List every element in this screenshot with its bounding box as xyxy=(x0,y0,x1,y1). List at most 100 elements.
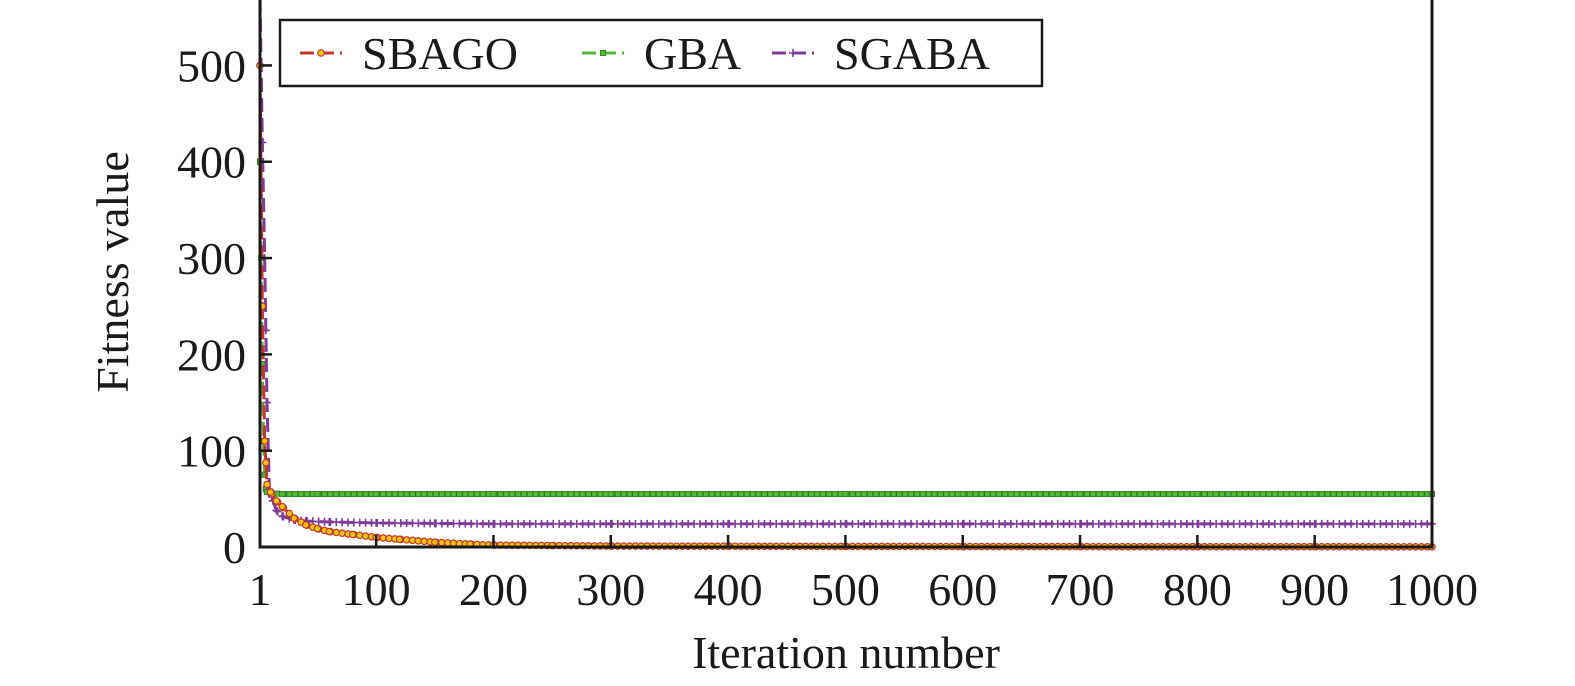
data-point-gba xyxy=(1418,491,1425,498)
data-point-gba xyxy=(884,491,891,498)
data-point-gba xyxy=(1271,491,1278,498)
data-point-gba xyxy=(1077,491,1084,498)
data-point-gba xyxy=(1400,491,1407,498)
data-point-gba xyxy=(1389,491,1396,498)
data-point-sbago xyxy=(431,538,439,546)
data-point-gba xyxy=(796,491,803,498)
data-point-gba xyxy=(1394,491,1401,498)
data-point-gba xyxy=(1025,491,1032,498)
data-point-sgaba xyxy=(841,519,850,528)
data-point-gba xyxy=(738,491,745,498)
data-point-gba xyxy=(373,491,380,498)
data-point-gba xyxy=(1219,491,1226,498)
data-point-gba xyxy=(620,491,627,498)
x-tick-label: 800 xyxy=(1163,564,1232,615)
data-point-gba xyxy=(1207,491,1214,498)
data-point-gba xyxy=(1283,491,1290,498)
x-tick-label: 900 xyxy=(1280,564,1349,615)
data-point-gba xyxy=(532,491,539,498)
data-point-gba xyxy=(1054,491,1061,498)
data-point-gba xyxy=(1289,491,1296,498)
data-point-sbago xyxy=(395,535,404,544)
data-point-gba xyxy=(350,491,357,498)
data-point-sgaba xyxy=(263,398,272,407)
data-point-sgaba xyxy=(1076,519,1085,528)
data-point-gba xyxy=(959,491,966,498)
data-point-gba xyxy=(1013,491,1020,498)
data-point-gba xyxy=(556,491,563,498)
data-point-gba xyxy=(743,491,750,498)
data-point-gba xyxy=(661,491,668,498)
data-point-gba xyxy=(1412,491,1419,498)
data-point-gba xyxy=(978,491,985,498)
legend-marker xyxy=(789,49,797,57)
data-point-gba xyxy=(685,491,692,498)
data-point-gba xyxy=(344,491,351,498)
data-point-gba xyxy=(538,491,545,498)
data-point-gba xyxy=(814,491,821,498)
data-point-gba xyxy=(1177,491,1184,498)
data-point-gba xyxy=(515,491,522,498)
data-point-gba xyxy=(1043,491,1050,498)
data-point-sbago xyxy=(262,458,270,467)
data-point-gba xyxy=(386,491,393,498)
data-point-gba xyxy=(861,491,868,498)
data-point-gba xyxy=(380,491,387,498)
x-tick-label: 1000 xyxy=(1386,564,1478,615)
data-point-gba xyxy=(415,491,422,498)
data-point-gba xyxy=(579,491,586,498)
data-point-sbago xyxy=(272,496,281,505)
data-point-gba xyxy=(409,491,416,498)
data-point-gba xyxy=(872,491,879,498)
data-point-gba xyxy=(1277,491,1284,498)
data-point-gba xyxy=(1371,491,1378,498)
data-point-gba xyxy=(1406,491,1413,498)
data-point-gba xyxy=(1201,491,1208,498)
data-point-sbago xyxy=(266,488,275,496)
data-point-gba xyxy=(1136,491,1143,498)
data-point-sbago xyxy=(348,530,357,539)
y-tick-label: 500 xyxy=(177,40,246,91)
data-point-gba xyxy=(878,491,885,498)
data-point-gba xyxy=(949,491,956,498)
data-point-gba xyxy=(438,491,445,498)
data-point-sgaba xyxy=(958,519,967,528)
x-tick-label: 700 xyxy=(1046,564,1115,615)
data-point-gba xyxy=(725,491,732,498)
data-point-gba xyxy=(908,491,915,498)
series-sgaba xyxy=(258,0,1436,528)
data-point-gba xyxy=(468,491,475,498)
data-point-gba xyxy=(808,491,815,498)
data-point-gba xyxy=(1119,491,1126,498)
legend-box xyxy=(278,18,1044,88)
data-point-gba xyxy=(1113,491,1120,498)
legend-entry-sgaba: SGABA xyxy=(772,28,990,79)
series-gba xyxy=(256,158,1436,498)
data-point-gba xyxy=(544,491,551,498)
data-point-gba xyxy=(820,491,827,498)
data-point-gba xyxy=(432,491,439,498)
data-point-gba xyxy=(867,491,874,498)
data-point-gba xyxy=(356,491,363,498)
data-point-gba xyxy=(450,491,457,498)
data-point-gba xyxy=(1084,491,1091,498)
data-point-gba xyxy=(391,491,398,498)
data-point-gba xyxy=(749,491,756,498)
data-point-gba xyxy=(1348,491,1355,498)
data-point-gba xyxy=(779,491,786,498)
data-point-sbago xyxy=(263,480,271,489)
data-point-gba xyxy=(339,491,346,498)
data-point-gba xyxy=(790,491,797,498)
data-point-gba xyxy=(667,491,674,498)
data-point-gba xyxy=(644,491,651,498)
data-point-sgaba xyxy=(1310,519,1319,528)
data-point-gba xyxy=(1060,491,1067,498)
data-point-gba xyxy=(1254,491,1261,498)
data-point-gba xyxy=(673,491,680,498)
data-point-sgaba xyxy=(273,507,282,516)
legend-entry-sbago: SBAGO xyxy=(300,28,518,79)
data-point-sbago xyxy=(290,514,298,522)
data-point-gba xyxy=(1236,491,1243,498)
data-point-gba xyxy=(614,491,621,498)
data-point-gba xyxy=(333,491,340,498)
